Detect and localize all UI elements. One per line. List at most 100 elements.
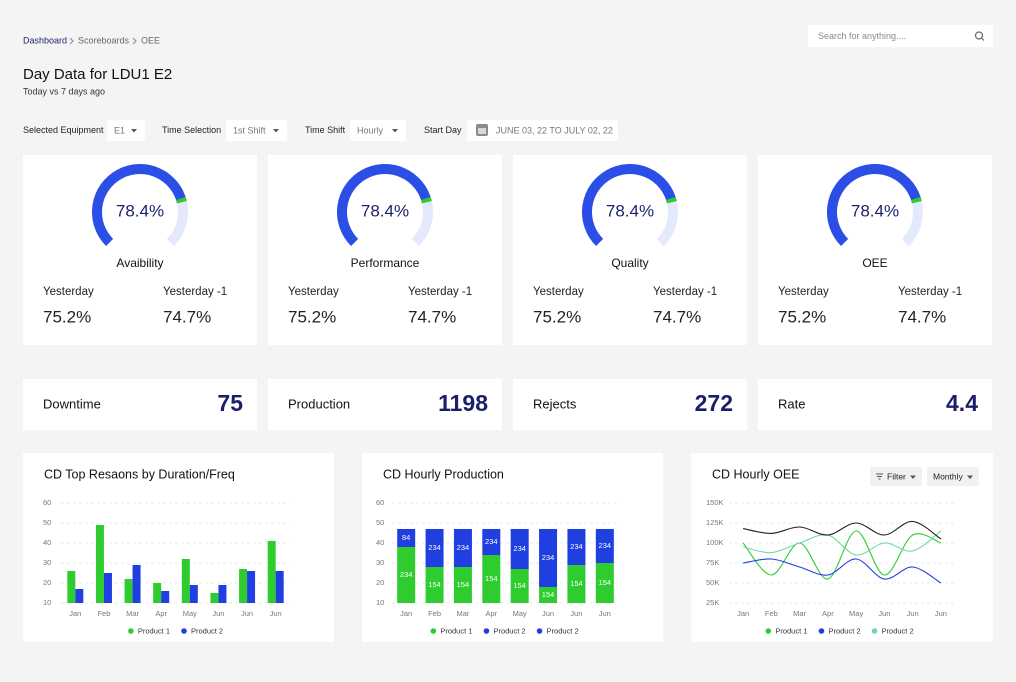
gauge-tip	[666, 196, 677, 204]
y-tick-label: 100K	[706, 538, 724, 547]
gauge-value	[827, 164, 922, 246]
bar-segment	[567, 565, 586, 603]
gauge-value	[92, 164, 187, 246]
chart-button[interactable]	[927, 467, 979, 486]
y-tick-label: 30	[43, 558, 51, 567]
bar-segment	[482, 555, 501, 603]
filter-box[interactable]	[107, 120, 145, 141]
x-tick-label: Feb	[97, 609, 110, 618]
compare-value: 74.7%	[898, 307, 946, 326]
search-icon	[974, 31, 984, 40]
card	[23, 155, 257, 345]
legend-label: Product 2	[547, 626, 579, 635]
dropdown-caret	[392, 129, 398, 133]
kpi-label: Downtime	[43, 396, 101, 411]
gauge-name: OEE	[862, 256, 887, 270]
kpi-label: Production	[288, 396, 350, 411]
dropdown-caret	[273, 129, 279, 133]
x-tick-label: Apr	[155, 609, 167, 618]
bar	[124, 579, 133, 603]
chart-title: CD Top Resaons by Duration/Freq	[44, 467, 235, 481]
kpi-value: 1198	[438, 390, 488, 416]
filter-label: Start Day	[424, 125, 462, 135]
card	[513, 379, 747, 430]
bar-segment	[539, 529, 558, 587]
line	[743, 520, 942, 540]
filter-box[interactable]	[350, 120, 406, 141]
button-label: Filter	[887, 471, 906, 481]
page-subtitle: Today vs 7 days ago	[23, 86, 105, 96]
legend-label: Product 2	[882, 626, 914, 635]
y-tick-label: 50K	[706, 578, 719, 587]
legend-swatch	[536, 628, 543, 634]
segment-label: 234	[599, 541, 612, 550]
search-icon	[981, 37, 985, 41]
y-tick-label: 25K	[706, 598, 719, 607]
compare-label: Yesterday -1	[653, 286, 717, 298]
filter-box[interactable]	[467, 120, 618, 141]
card	[268, 155, 502, 345]
x-tick-label: May	[513, 609, 527, 618]
legend-label: Product 2	[493, 626, 525, 635]
compare-label: Yesterday	[778, 286, 829, 298]
bar-segment	[510, 529, 529, 569]
legend-label: Product 2	[828, 626, 860, 635]
bar	[218, 585, 227, 603]
card	[268, 379, 502, 430]
breadcrumb-item[interactable]: OEE	[141, 35, 160, 45]
segment-label: 154	[428, 580, 441, 589]
bar	[95, 525, 104, 603]
x-tick-label: Jun	[570, 609, 582, 618]
y-tick-label: 50	[43, 518, 51, 527]
x-tick-label: Jan	[400, 609, 412, 618]
x-tick-label: Mar	[456, 609, 469, 618]
y-tick-label: 10	[376, 598, 384, 607]
legend-label: Product 2	[191, 626, 223, 635]
gauge-name: Performance	[351, 256, 420, 270]
segment-label: 154	[570, 579, 583, 588]
x-tick-label: Feb	[428, 609, 441, 618]
card	[758, 155, 992, 345]
kpi-value: 272	[695, 390, 733, 416]
gauge-label: 78.4%	[851, 201, 899, 220]
x-tick-label: Jun	[212, 609, 224, 618]
compare-value: 75.2%	[533, 307, 581, 326]
x-tick-label: Jun	[542, 609, 554, 618]
bar	[239, 569, 248, 603]
legend-swatch	[871, 628, 878, 634]
y-tick-label: 20	[43, 578, 51, 587]
kpi-label: Rate	[778, 396, 805, 411]
compare-value: 74.7%	[408, 307, 456, 326]
compare-label: Yesterday	[288, 286, 339, 298]
bar-segment	[510, 569, 529, 603]
bar	[247, 571, 256, 603]
bar	[75, 589, 84, 603]
filter-value: JUNE 03, 22 TO JULY 02, 22	[496, 125, 613, 135]
gauge-name: Quality	[611, 256, 648, 270]
compare-value: 74.7%	[653, 307, 701, 326]
breadcrumb-item[interactable]: Scoreboards	[78, 35, 130, 45]
filter-value: E1	[114, 125, 125, 135]
bar	[210, 593, 219, 603]
gauge-label: 78.4%	[361, 201, 409, 220]
y-tick-label: 30	[376, 558, 384, 567]
x-tick-label: Jun	[907, 609, 919, 618]
x-tick-label: May	[183, 609, 197, 618]
card	[513, 155, 747, 345]
segment-label: 234	[400, 570, 413, 579]
segment-label: 234	[513, 544, 526, 553]
search-box[interactable]	[808, 25, 993, 47]
bar-segment	[567, 529, 586, 565]
chart-button[interactable]	[870, 467, 922, 486]
bar	[132, 565, 141, 603]
gauge-tip	[911, 196, 922, 204]
y-tick-label: 40	[43, 538, 51, 547]
compare-label: Yesterday	[43, 286, 94, 298]
gauge-value	[337, 164, 432, 246]
bar-segment	[595, 529, 614, 563]
bar-segment	[425, 567, 444, 603]
breadcrumb-item[interactable]: Dashboard	[23, 35, 67, 45]
filter-box[interactable]	[226, 120, 287, 141]
kpi-value: 4.4	[946, 390, 978, 416]
